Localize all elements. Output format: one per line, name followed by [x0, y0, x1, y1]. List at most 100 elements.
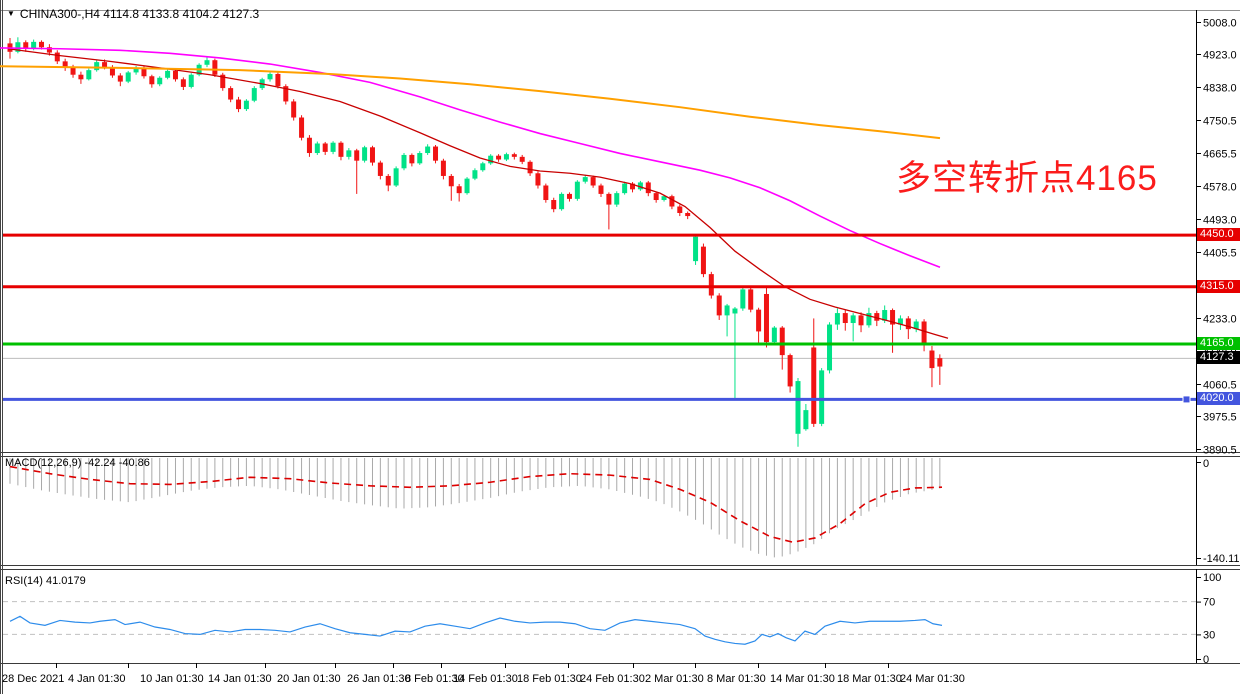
time-tick-label: 4 Jan 01:30: [68, 673, 126, 685]
candle-up: [314, 143, 320, 154]
candle-down: [842, 313, 848, 324]
candle-down: [440, 160, 446, 176]
candle-up: [740, 289, 746, 309]
chart-title-text: CHINA300-,H4 4114.8 4133.8 4104.2 4127.3: [19, 7, 260, 21]
candle-down: [62, 61, 68, 68]
rsi-axis-label: 0: [1203, 654, 1209, 666]
time-tick-label: 14 Feb 01:30: [453, 673, 518, 685]
candle-down: [338, 142, 344, 157]
price-tick-label: 4060.5: [1203, 380, 1237, 392]
rsi-panel: 100 70 30 0: [3, 572, 1221, 666]
candle-down: [756, 309, 762, 332]
candle-down: [937, 358, 943, 367]
candle-up: [94, 62, 100, 71]
candle-up: [866, 313, 872, 326]
candle-up: [637, 182, 643, 190]
time-tick-label: 26 Jan 01:30: [347, 673, 411, 685]
candlesticks: [7, 37, 943, 447]
candle-down: [299, 117, 305, 138]
candle-down: [590, 177, 596, 186]
ma-slow-orange: [0, 65, 941, 140]
candle-up: [795, 381, 801, 434]
time-tick-label: 8 Mar 01:30: [707, 673, 766, 685]
candle-down: [141, 67, 147, 77]
candle-down: [212, 60, 218, 75]
candle-up: [31, 41, 37, 49]
macd-label: MACD(12,26,9) -42.24 -40.86: [5, 457, 150, 469]
candle-down: [551, 200, 557, 210]
candle-down: [811, 347, 817, 424]
candle-up: [15, 42, 21, 52]
candle-down: [779, 327, 785, 356]
candle-up: [165, 70, 171, 78]
candle-down: [921, 321, 927, 345]
hline-drag-handle[interactable]: [1182, 395, 1191, 404]
candle-down: [716, 295, 722, 316]
candle-up: [827, 324, 833, 371]
candle-up: [771, 327, 777, 343]
candle-down: [669, 196, 675, 207]
time-tick-label: 24 Feb 01:30: [580, 673, 645, 685]
hline-4020.0[interactable]: [3, 395, 1196, 404]
candle-up: [834, 313, 840, 325]
candle-down: [496, 155, 502, 160]
chart-title: ▼ CHINA300-,H4 4114.8 4133.8 4104.2 4127.…: [7, 7, 259, 21]
candle-down: [236, 99, 242, 110]
candle-down: [306, 137, 312, 154]
candle-down: [606, 193, 612, 205]
candle-down: [677, 206, 683, 213]
annotation-text[interactable]: 多空转折点4165: [896, 159, 1158, 198]
candle-down: [708, 274, 714, 296]
candle-up: [503, 154, 509, 160]
time-axis: 28 Dec 2021 4 Jan 01:30 10 Jan 01:30 14 Jan…: [2, 663, 965, 685]
rsi-label: RSI(14) 41.0179: [5, 575, 86, 587]
ma-mid-magenta: [0, 47, 941, 268]
price-tick-label: 5008.0: [1203, 18, 1237, 30]
candle-up: [472, 170, 478, 179]
candle-down: [543, 185, 549, 201]
macd-panel: 0 -140.11: [9, 458, 1240, 565]
rsi-axis-label: 100: [1203, 572, 1221, 584]
time-tick-label: 2 Mar 01:30: [645, 673, 704, 685]
price-line-badge: 4020.0: [1197, 392, 1240, 405]
candle-up: [188, 74, 194, 87]
rsi-axis-label: 70: [1203, 597, 1215, 609]
macd-axis-min: -140.11: [1203, 553, 1240, 565]
price-axis: 5008.0 4923.0 4838.0 4750.5 4665.5 4578.0 4493…: [1196, 18, 1237, 457]
time-tick-label: 18 Feb 01:30: [517, 673, 582, 685]
candle-up: [480, 163, 486, 171]
candle-down: [890, 310, 896, 325]
ma-fast-red-line: [7, 48, 949, 339]
time-tick-label: 24 Mar 01:30: [900, 673, 965, 685]
candle-down: [700, 246, 706, 275]
ma-fast-red: [7, 48, 949, 339]
candle-down: [354, 150, 360, 161]
candle-up: [897, 318, 903, 325]
candle-down: [763, 293, 769, 343]
candle-up: [401, 154, 407, 169]
candle-up: [913, 321, 919, 330]
candle-up: [125, 72, 131, 82]
candle-up: [464, 178, 470, 194]
candle-up: [882, 310, 888, 321]
candle-down: [46, 47, 52, 53]
candle-up: [267, 73, 273, 80]
candle-down: [283, 86, 289, 102]
price-tick-label: 4923.0: [1203, 50, 1237, 62]
candle-down: [519, 156, 525, 162]
ma-mid-magenta-line: [0, 47, 941, 268]
candle-down: [905, 318, 911, 330]
collapse-chart-icon[interactable]: ▼: [7, 9, 15, 18]
candle-down: [322, 143, 328, 152]
candle-up: [425, 146, 431, 154]
candle-up: [819, 370, 825, 424]
price-tick-label: 4233.0: [1203, 314, 1237, 326]
candle-down: [511, 154, 517, 157]
candle-up: [204, 60, 210, 65]
candle-down: [874, 313, 880, 321]
macd-signal-line: [9, 465, 943, 544]
candle-down: [172, 70, 178, 80]
